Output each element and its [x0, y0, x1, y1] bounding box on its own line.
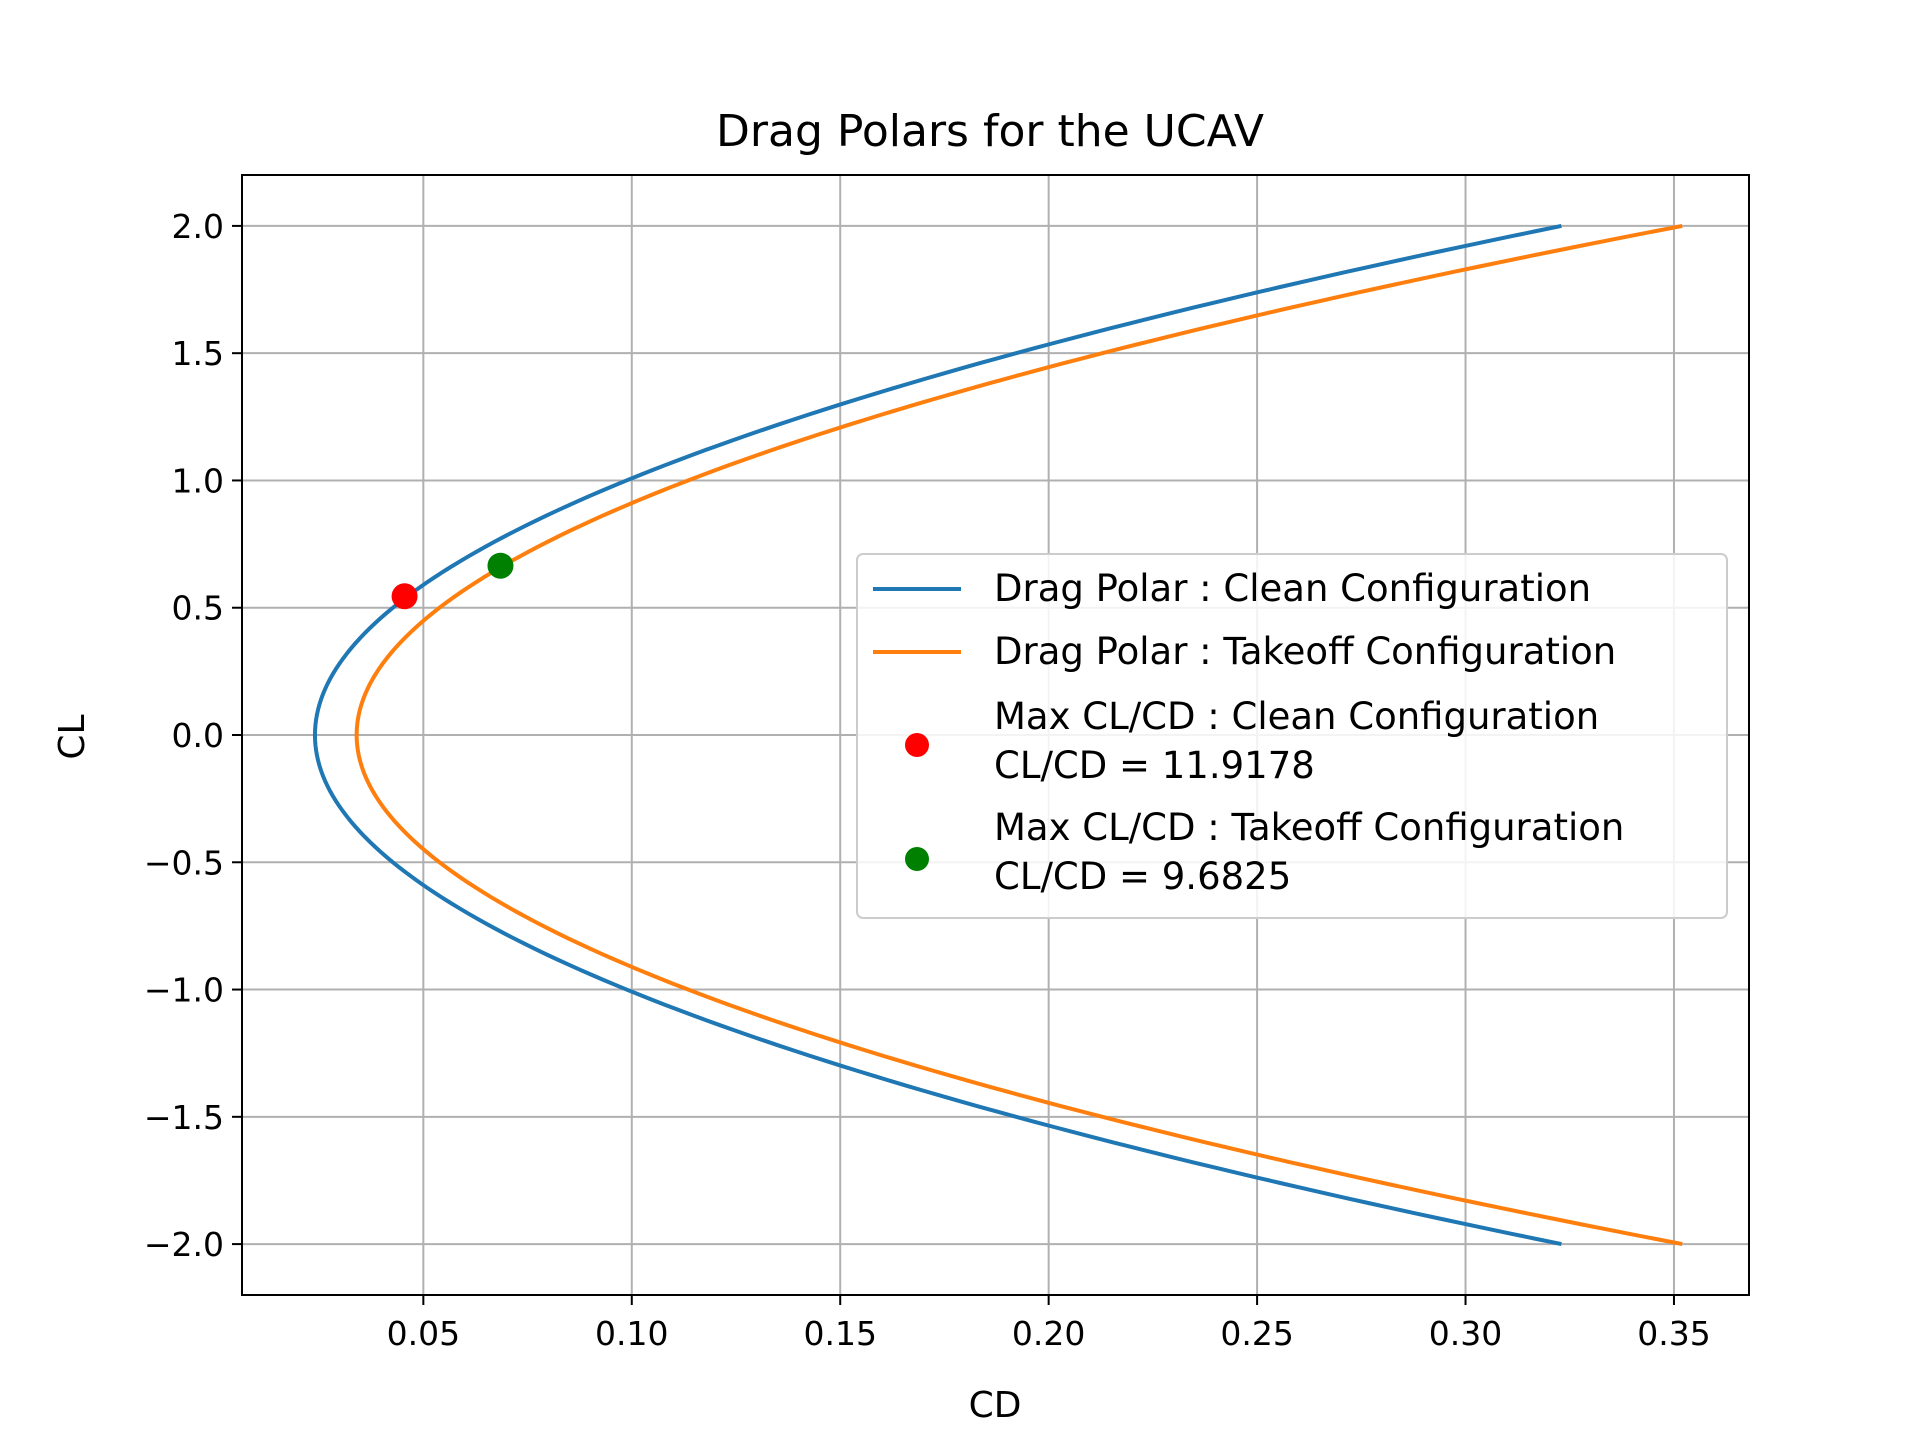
legend-label-takeoff: Drag Polar : Takeoff Configuration [994, 630, 1616, 673]
series-line-1 [354, 223, 1683, 1247]
x-tick-label: 0.20 [1012, 1314, 1085, 1353]
x-tick-label: 0.30 [1429, 1314, 1502, 1353]
x-tick-label: 0.10 [595, 1314, 668, 1353]
legend-box [856, 553, 1728, 919]
y-tick-label: −2.0 [144, 1225, 224, 1264]
x-tick-label: 0.25 [1220, 1314, 1293, 1353]
points-layer [391, 552, 514, 610]
y-tick-label: 0.5 [172, 589, 224, 628]
x-axis: 0.05 0.10 0.15 0.20 0.25 0.30 0.35 [387, 1295, 1711, 1353]
max-ld-point-0 [391, 583, 418, 610]
y-tick-label: −1.5 [144, 1098, 224, 1137]
legend-marker-clean-max [905, 733, 929, 757]
legend-label-clean-max: Max CL/CD : Clean Configuration [994, 695, 1599, 738]
y-axis: 2.0 1.5 1.0 0.5 0.0 −0.5 −1.0 −1.5 −2.0 [144, 207, 242, 1264]
legend-label-takeoff-max: Max CL/CD : Takeoff Configuration [994, 806, 1624, 849]
legend: Drag Polar : Clean Configuration Drag Po… [856, 553, 1728, 919]
legend-value-clean-max: CL/CD = 11.9178 [994, 744, 1315, 787]
x-tick-label: 0.05 [387, 1314, 460, 1353]
chart-title: Drag Polars for the UCAV [716, 106, 1264, 157]
max-ld-point-1 [487, 552, 514, 579]
legend-label-clean: Drag Polar : Clean Configuration [994, 567, 1591, 610]
y-axis-label: CL [52, 714, 93, 759]
y-tick-label: 0.0 [172, 716, 224, 755]
x-tick-label: 0.35 [1637, 1314, 1710, 1353]
y-tick-label: −1.0 [144, 971, 224, 1010]
y-tick-label: 1.5 [172, 334, 224, 373]
x-axis-label: CD [969, 1385, 1022, 1426]
legend-value-takeoff-max: CL/CD = 9.6825 [994, 855, 1291, 898]
y-tick-label: 2.0 [172, 207, 224, 246]
y-tick-label: −0.5 [144, 843, 224, 882]
series-line-0 [312, 223, 1562, 1247]
series-layer [312, 223, 1683, 1247]
x-tick-label: 0.15 [803, 1314, 876, 1353]
legend-marker-takeoff-max [905, 847, 929, 871]
y-tick-label: 1.0 [172, 461, 224, 500]
